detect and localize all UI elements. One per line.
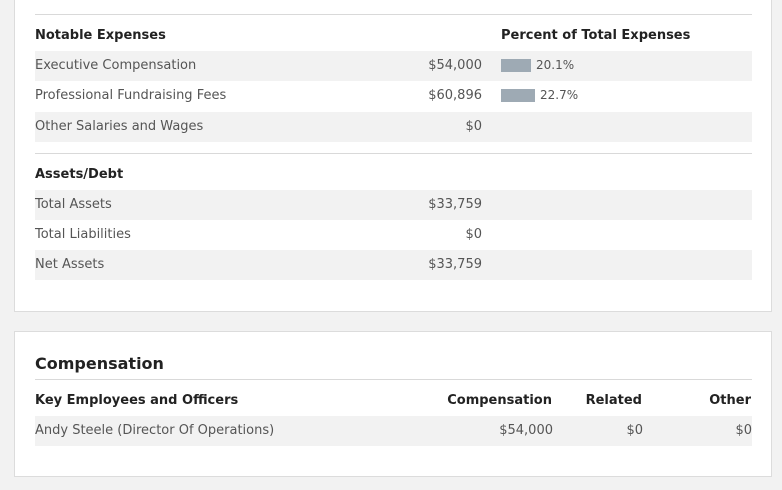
divider [35, 379, 752, 380]
percent-value: 22.7% [540, 88, 579, 102]
expense-row-fundraising-fees: Professional Fundraising Fees $60,896 22… [35, 81, 752, 111]
compensation-title: Compensation [35, 354, 164, 373]
asset-label: Total Liabilities [35, 227, 131, 242]
notable-expenses-header: Notable Expenses [35, 28, 166, 43]
expense-row-other-salaries: Other Salaries and Wages $0 [35, 112, 752, 142]
assets-debt-header: Assets/Debt [35, 167, 124, 182]
asset-amount: $0 [465, 227, 482, 242]
employee-other: $0 [735, 423, 752, 438]
table-row: Andy Steele (Director Of Operations) $54… [35, 416, 752, 446]
divider [35, 14, 752, 15]
expense-amount: $54,000 [428, 58, 482, 73]
expense-label: Professional Fundraising Fees [35, 88, 227, 103]
asset-amount: $33,759 [428, 257, 482, 272]
employee-related: $0 [626, 423, 643, 438]
percent-value: 20.1% [536, 58, 575, 72]
column-header-related: Related [585, 393, 642, 408]
percent-bar [501, 89, 535, 102]
employee-name: Andy Steele (Director Of Operations) [35, 423, 275, 438]
asset-amount: $33,759 [428, 197, 482, 212]
expense-amount: $0 [465, 119, 482, 134]
asset-row-net-assets: Net Assets $33,759 [35, 250, 752, 280]
divider [35, 153, 752, 154]
column-header-other: Other [709, 393, 751, 408]
asset-row-total-assets: Total Assets $33,759 [35, 190, 752, 220]
employee-compensation: $54,000 [499, 423, 553, 438]
asset-row-total-liabilities: Total Liabilities $0 [35, 220, 752, 250]
compensation-card: Compensation Key Employees and Officers … [14, 331, 772, 477]
expense-amount: $60,896 [428, 88, 482, 103]
expense-row-executive-compensation: Executive Compensation $54,000 20.1% [35, 51, 752, 81]
percent-of-total-header: Percent of Total Expenses [501, 28, 691, 43]
asset-label: Net Assets [35, 257, 105, 272]
percent-bar [501, 59, 531, 72]
column-header-name: Key Employees and Officers [35, 393, 239, 408]
asset-label: Total Assets [35, 197, 112, 212]
expense-label: Other Salaries and Wages [35, 119, 204, 134]
column-header-compensation: Compensation [447, 393, 552, 408]
financials-card: Notable Expenses Percent of Total Expens… [14, 0, 772, 312]
expense-label: Executive Compensation [35, 58, 197, 73]
